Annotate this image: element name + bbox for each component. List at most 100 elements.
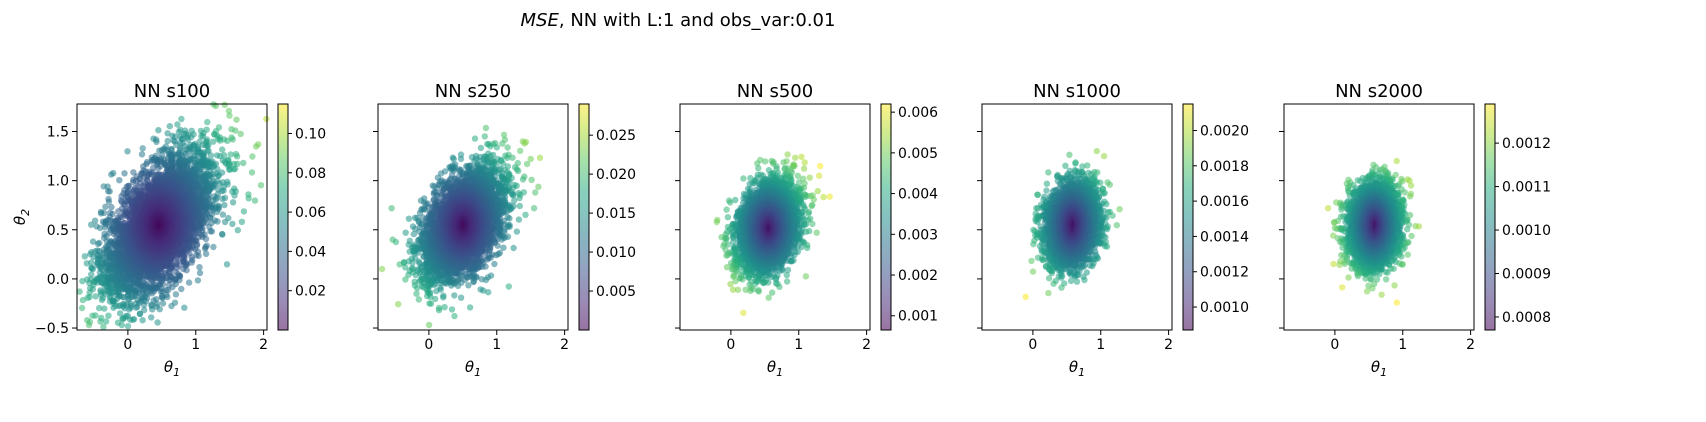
data-point bbox=[196, 269, 204, 277]
data-point bbox=[178, 285, 185, 293]
data-point bbox=[251, 197, 259, 204]
data-point bbox=[178, 115, 185, 123]
y-axis-label: θ2 bbox=[11, 209, 32, 225]
data-point bbox=[162, 143, 170, 150]
data-point bbox=[197, 127, 205, 135]
x-tick-label: 1 bbox=[191, 337, 200, 353]
panel-title: NN s100 bbox=[134, 81, 210, 102]
x-axis-label-subscript: 1 bbox=[173, 366, 180, 379]
data-point bbox=[234, 227, 241, 234]
data-point bbox=[154, 319, 161, 326]
data-point bbox=[240, 208, 248, 215]
data-point bbox=[232, 150, 240, 158]
data-point bbox=[183, 267, 190, 274]
scatter-points bbox=[76, 101, 270, 331]
data-point bbox=[136, 310, 144, 317]
data-point bbox=[85, 321, 93, 329]
data-point bbox=[100, 323, 107, 331]
data-point bbox=[138, 151, 146, 158]
data-point bbox=[114, 319, 122, 326]
data-point bbox=[99, 218, 107, 225]
data-point bbox=[121, 170, 128, 177]
data-point bbox=[100, 183, 107, 190]
colorbar-tick-label: 0.10 bbox=[295, 126, 326, 142]
data-point bbox=[93, 223, 100, 230]
data-point bbox=[218, 169, 226, 176]
data-point bbox=[105, 195, 112, 203]
data-point bbox=[156, 306, 163, 313]
data-point bbox=[232, 188, 239, 195]
y-tick-label: 0.5 bbox=[47, 223, 69, 239]
data-point bbox=[238, 218, 246, 225]
data-point bbox=[229, 199, 237, 206]
data-point bbox=[164, 137, 171, 145]
data-point bbox=[110, 304, 117, 311]
data-point bbox=[100, 234, 108, 241]
data-point bbox=[223, 261, 231, 268]
y-tick-label: 1.5 bbox=[47, 125, 69, 141]
data-point bbox=[232, 127, 239, 134]
data-point bbox=[79, 277, 86, 285]
data-point bbox=[159, 300, 167, 307]
data-point bbox=[249, 153, 256, 160]
panel-1: NN s1000 1 2θ1−0.50.00.51.01.5θ20.020.040.… bbox=[11, 81, 326, 379]
data-point bbox=[221, 194, 229, 202]
colorbar-tick-label: 0.04 bbox=[295, 244, 326, 260]
y-tick-label: 0.0 bbox=[47, 272, 69, 288]
data-point bbox=[105, 312, 112, 319]
data-point bbox=[121, 186, 128, 194]
data-point bbox=[89, 312, 96, 319]
data-point bbox=[224, 178, 231, 185]
data-point bbox=[166, 123, 173, 130]
data-point bbox=[78, 304, 86, 312]
data-point bbox=[131, 184, 139, 191]
data-point bbox=[228, 134, 235, 141]
data-point bbox=[185, 279, 193, 286]
colorbar-tick-label: 0.08 bbox=[295, 166, 326, 182]
data-point bbox=[255, 141, 262, 148]
suptitle-italic: MSE bbox=[521, 10, 560, 31]
data-point bbox=[229, 220, 236, 228]
data-point bbox=[130, 169, 137, 176]
data-point bbox=[196, 138, 203, 145]
data-point bbox=[155, 171, 163, 178]
data-point bbox=[219, 146, 226, 153]
y-tick-label: −0.5 bbox=[35, 321, 69, 337]
data-point bbox=[87, 250, 94, 258]
y-tick-label: 1.0 bbox=[47, 174, 69, 190]
data-point bbox=[225, 214, 232, 222]
data-point bbox=[168, 302, 175, 310]
data-point bbox=[116, 177, 123, 184]
data-point bbox=[118, 193, 125, 200]
data-point bbox=[225, 107, 233, 115]
data-point bbox=[102, 203, 109, 210]
data-point bbox=[188, 127, 195, 134]
data-point bbox=[106, 298, 114, 305]
figure-suptitle: MSE, NN with L:1 and obs_var:0.01 bbox=[521, 10, 836, 31]
data-point bbox=[164, 130, 171, 137]
scatter-points bbox=[378, 124, 544, 329]
data-point bbox=[215, 202, 222, 209]
data-point bbox=[139, 317, 146, 324]
data-point bbox=[81, 253, 89, 260]
data-point bbox=[257, 182, 265, 189]
colorbar-gradient bbox=[278, 104, 288, 330]
data-point bbox=[237, 130, 244, 138]
data-point bbox=[83, 260, 91, 267]
data-point bbox=[193, 242, 200, 249]
data-point bbox=[202, 250, 210, 258]
data-point bbox=[203, 126, 210, 133]
data-point bbox=[221, 101, 228, 109]
x-axis-label: θ1 bbox=[164, 358, 180, 379]
data-point bbox=[203, 242, 210, 249]
data-point bbox=[203, 136, 211, 143]
data-point bbox=[196, 264, 203, 271]
data-point bbox=[115, 208, 122, 215]
data-point bbox=[234, 160, 241, 168]
data-point bbox=[159, 294, 166, 302]
data-point bbox=[106, 209, 114, 216]
data-point bbox=[88, 264, 95, 271]
data-point bbox=[219, 231, 226, 238]
colorbar-tick-label: 0.02 bbox=[295, 284, 326, 300]
